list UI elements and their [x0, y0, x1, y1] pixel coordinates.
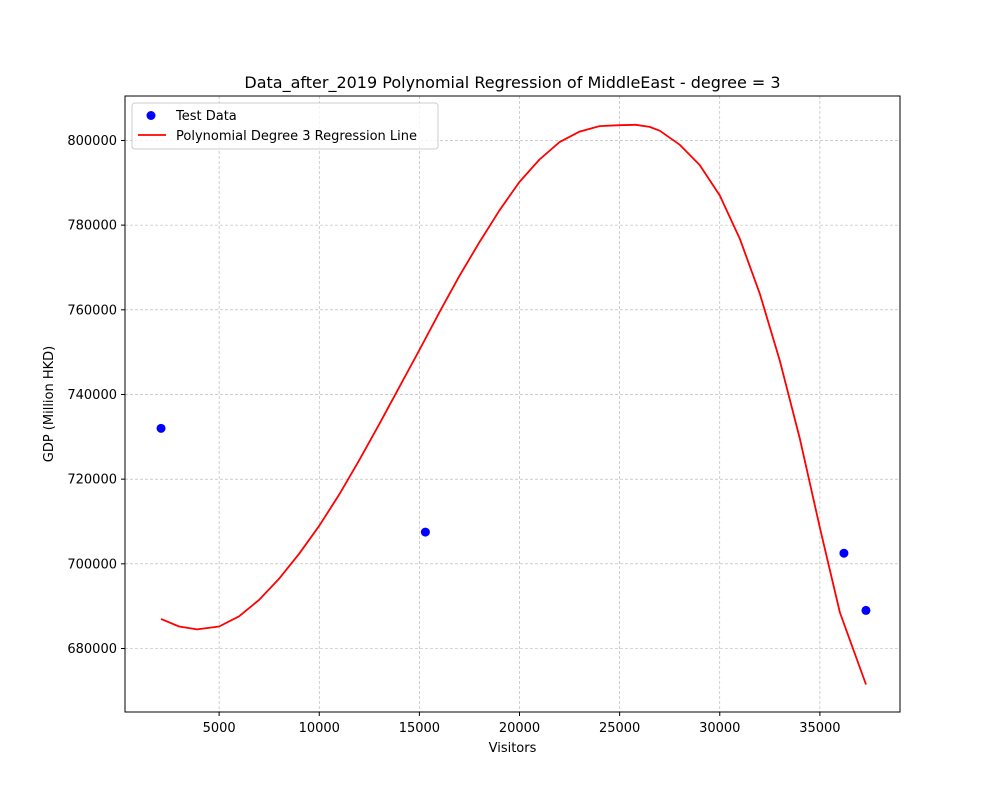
- y-tick-label: 760000: [67, 303, 117, 318]
- y-tick-label: 780000: [67, 219, 117, 234]
- y-tick-label: 800000: [67, 134, 117, 149]
- x-tick-label: 10000: [299, 721, 340, 736]
- x-axis: 5000 10000 15000 20000 25000 30000 35000: [203, 712, 841, 736]
- data-point: [861, 605, 871, 615]
- data-point: [839, 548, 849, 558]
- x-tick-label: 5000: [203, 721, 236, 736]
- grid: [125, 96, 900, 712]
- legend-label-regression-line: Polynomial Degree 3 Regression Line: [176, 129, 417, 144]
- legend: Test Data Polynomial Degree 3 Regression…: [131, 102, 439, 150]
- y-tick-label: 740000: [67, 388, 117, 403]
- x-tick-label: 25000: [599, 721, 640, 736]
- x-tick-label: 15000: [399, 721, 440, 736]
- y-tick-label: 700000: [67, 557, 117, 572]
- y-axis: 680000 700000 720000 740000 760000 780000 8000…: [67, 134, 125, 657]
- x-tick-label: 30000: [699, 721, 740, 736]
- x-tick-label: 20000: [499, 721, 540, 736]
- x-tick-label: 35000: [799, 721, 840, 736]
- data-point: [420, 527, 430, 537]
- y-tick-label: 680000: [67, 642, 117, 657]
- y-axis-label: GDP (Million HKD): [42, 346, 57, 463]
- data-point: [156, 423, 166, 433]
- x-axis-label: Visitors: [489, 741, 537, 756]
- legend-marker-test-data: [146, 111, 156, 120]
- regression-line: [160, 123, 867, 685]
- axes-frame: [124, 95, 901, 713]
- plot-area: [156, 123, 871, 685]
- legend-box: [131, 102, 439, 150]
- y-tick-label: 720000: [67, 473, 117, 488]
- chart-title: Data_after_2019 Polynomial Regression of…: [244, 73, 780, 93]
- legend-label-test-data: Test Data: [175, 109, 237, 124]
